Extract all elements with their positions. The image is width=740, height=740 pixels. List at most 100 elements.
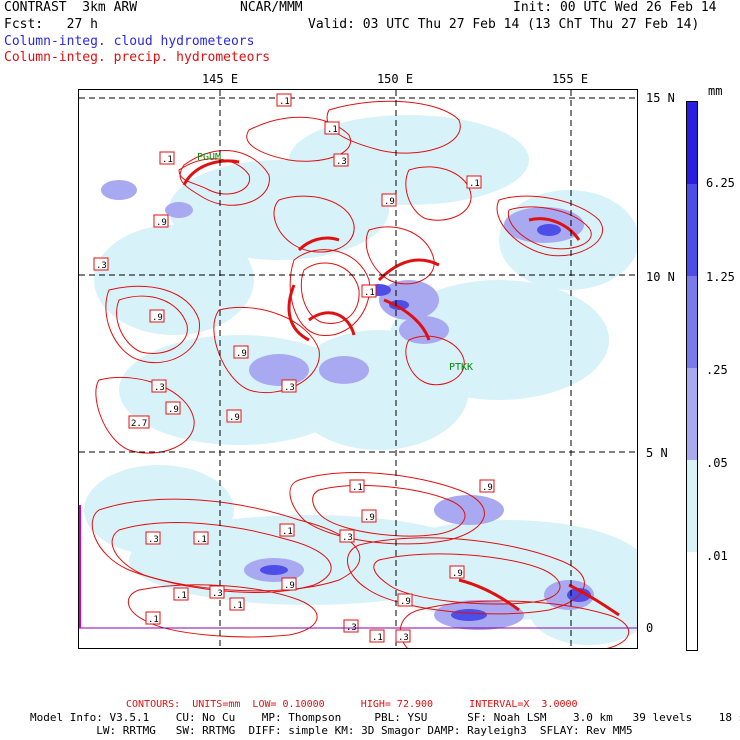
- contour-label: .9: [153, 214, 169, 228]
- contour-label-text: .1: [232, 601, 243, 611]
- map-svg: .1 .1 .1 .3 .9 .9 .3 .1 .9 .1 .3 .9 .9 .…: [79, 90, 637, 648]
- contour-label-text: .9: [400, 597, 411, 607]
- contour-label-text: .9: [482, 483, 493, 493]
- contour-label: .9: [381, 193, 397, 207]
- precip-contours: [91, 100, 630, 648]
- contour-label: .1: [361, 284, 377, 298]
- contour-label-text: 2.7: [131, 419, 147, 429]
- contour-label: .3: [343, 619, 359, 633]
- contour-label-text: .9: [229, 413, 240, 423]
- colorbar: [686, 101, 698, 651]
- contour-label: .9: [449, 565, 465, 579]
- contour-label: .9: [165, 401, 181, 415]
- contour-label-text: .3: [398, 633, 409, 643]
- contour-label-text: .1: [148, 615, 159, 625]
- contour-label: .1: [229, 597, 245, 611]
- contour-label: .9: [479, 479, 495, 493]
- colorbar-label-.25: .25: [706, 363, 728, 377]
- forecast-hour: Fcst: 27 h: [4, 17, 98, 32]
- contour-label: .9: [281, 577, 297, 591]
- lat-label-0: 0: [646, 621, 654, 635]
- contour-label-text: .3: [212, 589, 223, 599]
- contour-label-text: .1: [282, 527, 293, 537]
- lat-label-15n: 15 N: [646, 91, 675, 105]
- model-title: CONTRAST 3km ARW: [4, 0, 138, 15]
- colorbar-unit: mm: [708, 84, 723, 98]
- contour-label-text: .9: [236, 349, 247, 359]
- colorbar-seg-6: [687, 552, 697, 650]
- model-info-line1: Model Info: V3.5.1 CU: No Cu MP: Thompso…: [30, 711, 740, 724]
- contour-label-text: .3: [342, 533, 353, 543]
- contour-label: .3: [333, 153, 349, 167]
- lon-label-150: 150 E: [376, 72, 414, 86]
- contour-label: .9: [397, 593, 413, 607]
- contour-label: .9: [233, 345, 249, 359]
- contour-label: .3: [151, 379, 167, 393]
- contour-label: .1: [279, 523, 295, 537]
- contour-label-text: .1: [279, 97, 290, 107]
- cloud-field-label: Column-integ. cloud hydrometeors: [4, 34, 255, 49]
- contour-label-text: .9: [156, 218, 167, 228]
- contour-label: .1: [145, 611, 161, 625]
- contour-label-text: .1: [469, 179, 480, 189]
- contour-label: .3: [395, 629, 411, 643]
- init-time: Init: 00 UTC Wed 26 Feb 14: [513, 0, 717, 15]
- contour-label-text: .9: [152, 313, 163, 323]
- contour-label-text: .9: [364, 513, 375, 523]
- contour-info: CONTOURS: UNITS=mm LOW= 0.10000 HIGH= 72…: [126, 699, 578, 710]
- contour-label: .1: [369, 629, 385, 643]
- contour-label: .1: [324, 121, 340, 135]
- contour-label: .3: [145, 531, 161, 545]
- station-pgum: PGUM: [197, 152, 222, 163]
- lat-label-10n: 10 N: [646, 270, 675, 284]
- contour-label: .3: [93, 257, 109, 271]
- model-info-line2: LW: RRTMG SW: RRTMG DIFF: simple KM: 3D …: [30, 724, 633, 737]
- colorbar-seg-5: [687, 460, 697, 552]
- contour-label-text: .1: [196, 535, 207, 545]
- contour-label-text: .1: [327, 125, 338, 135]
- colorbar-label-6.25: 6.25: [706, 176, 735, 190]
- valid-time: Valid: 03 UTC Thu 27 Feb 14 (13 ChT Thu …: [308, 17, 700, 32]
- colorbar-label-.01: .01: [706, 549, 728, 563]
- contour-label: .1: [173, 587, 189, 601]
- contour-label: .3: [209, 585, 225, 599]
- lon-label-145: 145 E: [201, 72, 239, 86]
- contour-label-text: .1: [162, 155, 173, 165]
- lon-label-155: 155 E: [551, 72, 589, 86]
- contour-label-text: .9: [452, 569, 463, 579]
- colorbar-label-1.25: 1.25: [706, 270, 735, 284]
- contour-label-text: .3: [336, 157, 347, 167]
- contour-label-text: .1: [372, 633, 383, 643]
- colorbar-seg-2: [687, 184, 697, 276]
- contour-label-text: .3: [154, 383, 165, 393]
- contour-label-text: .3: [148, 535, 159, 545]
- contour-label-text: .3: [96, 261, 107, 271]
- contour-label: .1: [276, 93, 292, 107]
- lat-label-5n: 5 N: [646, 446, 668, 460]
- contour-label-text: .3: [284, 383, 295, 393]
- contour-label-text: .1: [176, 591, 187, 601]
- contour-label: .3: [281, 379, 297, 393]
- contour-label: .3: [339, 529, 355, 543]
- colorbar-seg-1: [687, 102, 697, 184]
- colorbar-seg-4: [687, 368, 697, 460]
- contour-label: .9: [226, 409, 242, 423]
- contour-label: .1: [159, 151, 175, 165]
- org-label: NCAR/MMM: [240, 0, 303, 15]
- contour-label: .1: [466, 175, 482, 189]
- precip-heavy-bands: [182, 159, 620, 617]
- colorbar-label-.05: .05: [706, 456, 728, 470]
- contour-label-text: .1: [352, 483, 363, 493]
- contour-label-text: .1: [364, 288, 375, 298]
- station-ptkk: PTKK: [449, 362, 474, 373]
- precip-field-label: Column-integ. precip. hydrometeors: [4, 50, 271, 65]
- contour-label: .1: [193, 531, 209, 545]
- contour-label-text: .9: [384, 197, 395, 207]
- map-panel[interactable]: .1 .1 .1 .3 .9 .9 .3 .1 .9 .1 .3 .9 .9 .…: [78, 89, 638, 649]
- contour-label: .1: [349, 479, 365, 493]
- contour-label-text: .9: [284, 581, 295, 591]
- contour-label: 2.7: [128, 415, 150, 429]
- colorbar-seg-3: [687, 276, 697, 368]
- contour-label-text: .9: [168, 405, 179, 415]
- contour-label: .9: [149, 309, 165, 323]
